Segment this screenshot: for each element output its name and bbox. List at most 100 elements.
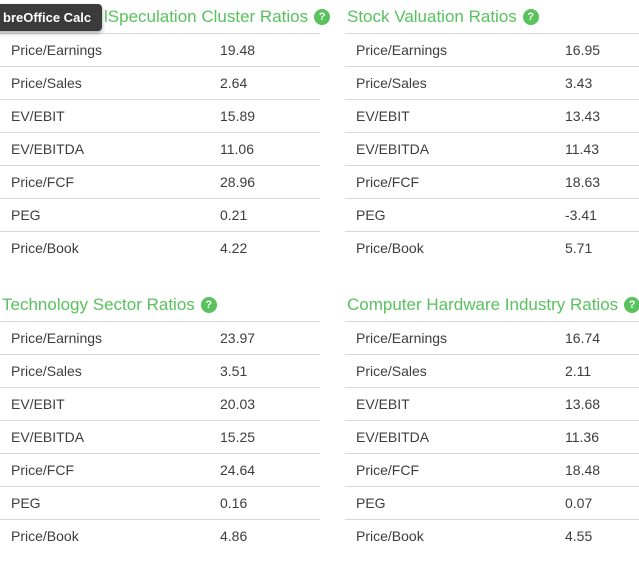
ratio-value: 15.25 (220, 429, 256, 445)
ratio-value: 20.03 (220, 396, 256, 412)
ratio-value: 24.64 (220, 462, 256, 478)
section-computer-hardware: Computer Hardware Industry Ratios ? Pric… (345, 288, 639, 552)
ratio-label: Price/Sales (11, 363, 82, 379)
ratio-value: 13.68 (565, 396, 601, 412)
ratio-value: 28.96 (220, 174, 256, 190)
help-icon[interactable]: ? (200, 296, 217, 313)
ratio-label: EV/EBIT (11, 396, 65, 412)
ratio-label: EV/EBIT (356, 108, 410, 124)
ratio-value: 11.36 (565, 429, 599, 445)
table-row: PEG 0.16 (0, 486, 320, 519)
ratio-value: 4.55 (565, 528, 593, 544)
table-row: Price/Book 4.55 (345, 519, 639, 552)
help-icon[interactable]: ? (522, 8, 539, 25)
table-row: PEG -3.41 (345, 198, 639, 231)
ratio-value: 2.64 (220, 75, 248, 91)
ratio-label: PEG (11, 207, 41, 223)
ratio-label: Price/Book (356, 240, 424, 256)
table-row: EV/EBIT 13.43 (345, 99, 639, 132)
table-row: EV/EBITDA 15.25 (0, 420, 320, 453)
ratio-label: Price/FCF (11, 174, 74, 190)
table-row: Price/Book 4.86 (0, 519, 320, 552)
section-header: Technology Sector Ratios ? (0, 288, 320, 321)
ratio-value: 16.74 (565, 330, 601, 346)
help-icon[interactable]: ? (624, 296, 639, 313)
section-stock-valuation: Stock Valuation Ratios ? Price/Earnings 1… (345, 0, 639, 264)
ratio-label: EV/EBIT (356, 396, 410, 412)
ratio-value: -3.41 (565, 207, 597, 223)
table-row: EV/EBITDA 11.06 (0, 132, 320, 165)
section-technology-sector: Technology Sector Ratios ? Price/Earning… (0, 288, 320, 552)
table-row: EV/EBITDA 11.36 (345, 420, 639, 453)
ratio-value: 11.43 (565, 141, 599, 157)
ratio-label: Price/Earnings (356, 330, 448, 346)
section-title: Technology Sector Ratios (2, 294, 195, 314)
table-row: EV/EBIT 13.68 (345, 387, 639, 420)
table-row: PEG 0.07 (345, 486, 639, 519)
ratio-label: Price/Earnings (11, 42, 103, 58)
ratio-label: EV/EBITDA (11, 141, 85, 157)
ratio-value: 19.48 (220, 42, 256, 58)
ratios-grid: lSpeculation Cluster Ratios ? breOffice … (0, 0, 639, 552)
section-title: lSpeculation Cluster Ratios (104, 6, 309, 26)
table-row: Price/Sales 3.51 (0, 354, 320, 387)
ratio-label: EV/EBITDA (356, 429, 430, 445)
section-title: Computer Hardware Industry Ratios (347, 294, 619, 314)
ratio-label: Price/Earnings (11, 330, 103, 346)
table-row: EV/EBIT 15.89 (0, 99, 320, 132)
ratio-label: Price/Book (356, 528, 424, 544)
table-row: EV/EBITDA 11.43 (345, 132, 639, 165)
section-header: Computer Hardware Industry Ratios ? (345, 288, 639, 321)
ratio-label: Price/FCF (356, 462, 419, 478)
ratio-label: EV/EBITDA (11, 429, 85, 445)
ratio-label: Price/Sales (356, 75, 427, 91)
ratio-value: 15.89 (220, 108, 256, 124)
os-tooltip: breOffice Calc (0, 4, 103, 31)
ratio-value: 0.07 (565, 495, 593, 511)
ratio-label: Price/Sales (356, 363, 427, 379)
ratio-value: 16.95 (565, 42, 601, 58)
table-row: Price/FCF 24.64 (0, 453, 320, 486)
ratio-value: 3.51 (220, 363, 248, 379)
table-row: Price/Earnings 23.97 (0, 321, 320, 354)
ratio-value: 2.11 (565, 363, 592, 379)
ratio-value: 4.22 (220, 240, 248, 256)
table-row: Price/FCF 18.63 (345, 165, 639, 198)
ratio-value: 0.21 (220, 207, 248, 223)
ratio-label: PEG (356, 495, 386, 511)
ratio-value: 18.63 (565, 174, 601, 190)
ratio-value: 18.48 (565, 462, 601, 478)
ratio-value: 3.43 (565, 75, 593, 91)
table-row: Price/Book 4.22 (0, 231, 320, 264)
ratio-label: Price/Earnings (356, 42, 448, 58)
ratio-label: Price/Book (11, 528, 79, 544)
table-row: EV/EBIT 20.03 (0, 387, 320, 420)
table-row: Price/Earnings 19.48 (0, 33, 320, 66)
table-row: Price/FCF 28.96 (0, 165, 320, 198)
ratio-value: 23.97 (220, 330, 256, 346)
section-speculation-cluster: lSpeculation Cluster Ratios ? breOffice … (0, 0, 331, 264)
help-icon[interactable]: ? (314, 8, 331, 25)
ratio-label: EV/EBIT (11, 108, 65, 124)
ratio-label: Price/Sales (11, 75, 82, 91)
ratio-value: 5.71 (565, 240, 593, 256)
ratio-label: Price/Book (11, 240, 79, 256)
ratio-label: EV/EBITDA (356, 141, 430, 157)
ratio-label: PEG (11, 495, 41, 511)
table-row: Price/Book 5.71 (345, 231, 639, 264)
section-header: lSpeculation Cluster Ratios ? breOffice … (0, 0, 331, 33)
table-row: PEG 0.21 (0, 198, 320, 231)
ratio-label: PEG (356, 207, 386, 223)
table-row: Price/Sales 2.11 (345, 354, 639, 387)
ratio-value: 11.06 (220, 141, 254, 157)
table-row: Price/FCF 18.48 (345, 453, 639, 486)
ratio-label: Price/FCF (11, 462, 74, 478)
ratio-value: 13.43 (565, 108, 601, 124)
table-row: Price/Sales 2.64 (0, 66, 320, 99)
section-title: Stock Valuation Ratios (347, 6, 517, 26)
ratio-label: Price/FCF (356, 174, 419, 190)
table-row: Price/Sales 3.43 (345, 66, 639, 99)
table-row: Price/Earnings 16.74 (345, 321, 639, 354)
ratio-value: 0.16 (220, 495, 248, 511)
